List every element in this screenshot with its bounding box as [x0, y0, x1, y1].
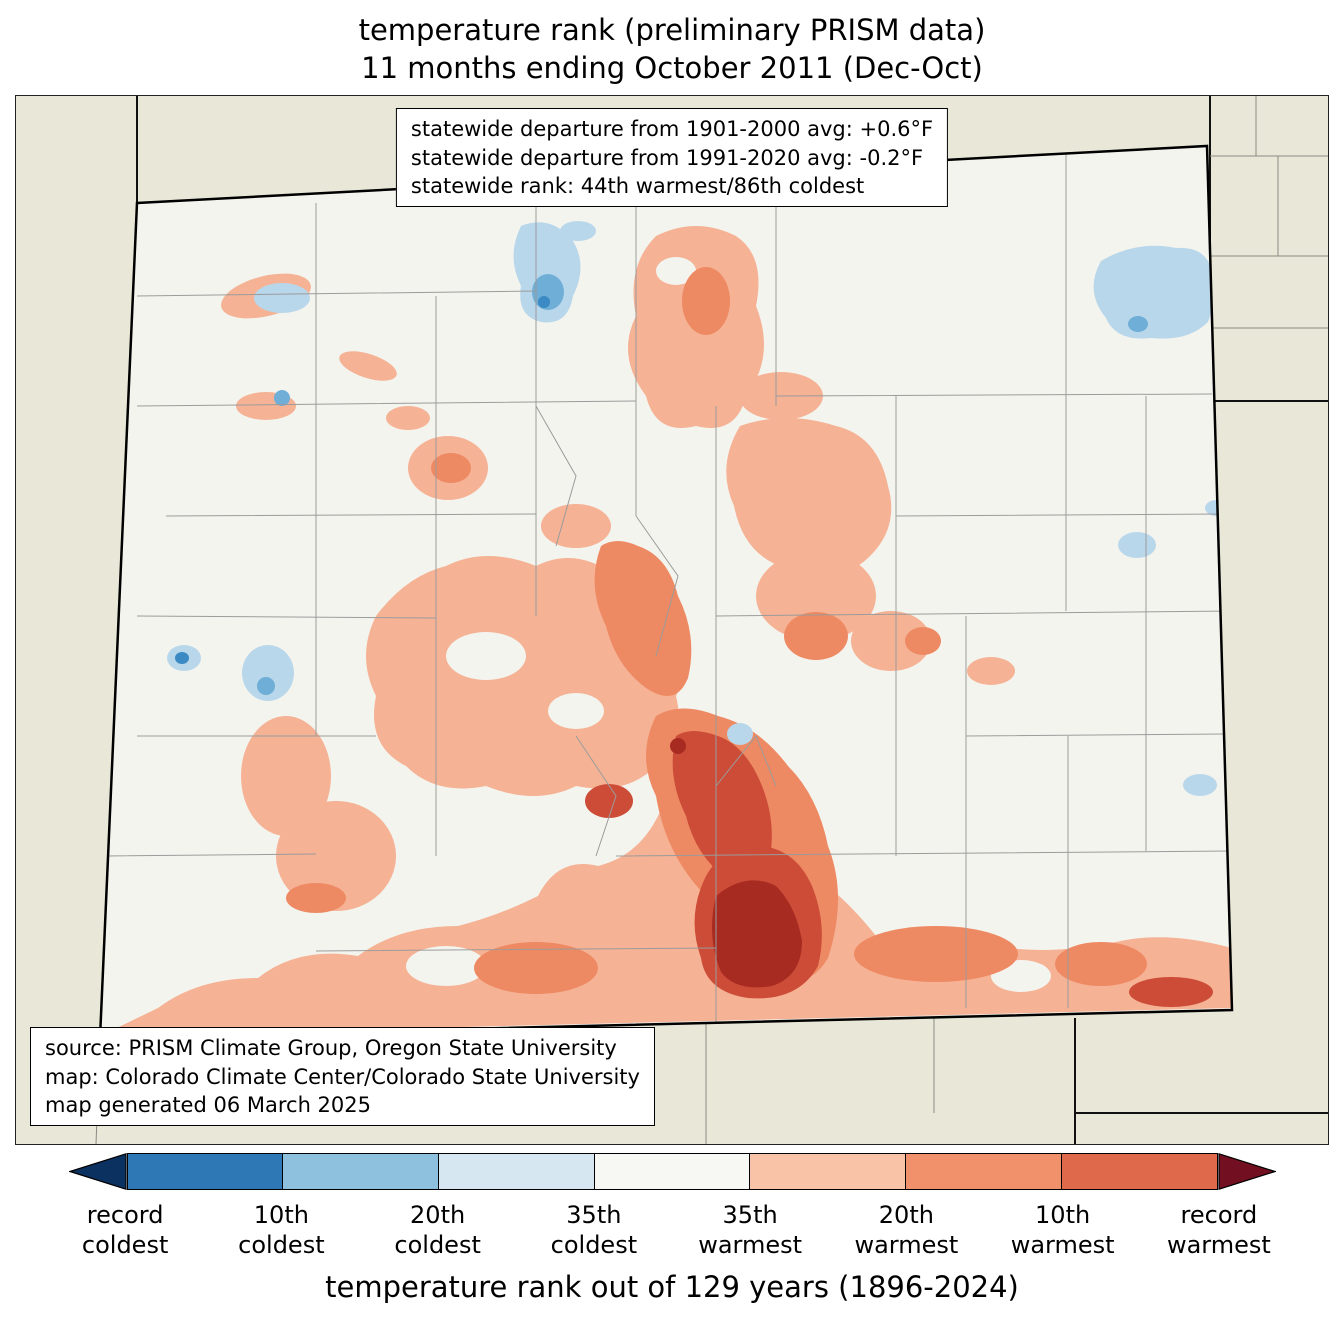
record-coldest-arrow-icon: [68, 1153, 127, 1191]
source-box: source: PRISM Climate Group, Oregon Stat…: [30, 1027, 655, 1127]
warm-anomaly-regions: [100, 226, 1232, 1037]
title-line-1: temperature rank (preliminary PRISM data…: [358, 13, 986, 47]
source-line-2: map: Colorado Climate Center/Colorado St…: [45, 1064, 640, 1089]
stats-box: statewide departure from 1901-2000 avg: …: [395, 108, 949, 208]
colorbar-segment-10th-coldest: [127, 1154, 284, 1190]
colorbar-segment-35th-warmest: [750, 1154, 907, 1190]
legend-label-10th-warmest: 10th warmest: [1010, 1201, 1115, 1260]
record-warmest-arrow-icon: [1217, 1153, 1276, 1191]
colorado-map-svg: [16, 96, 1328, 1145]
county-lines: [100, 148, 1231, 1037]
colorbar-segment-middle: [594, 1154, 751, 1190]
cool-anomaly-regions: [167, 221, 1227, 797]
legend-label-10th-coldest: 10th coldest: [238, 1201, 325, 1260]
colorbar-segment-10th-warmest: [1061, 1154, 1217, 1190]
colorbar: [68, 1153, 1276, 1191]
colorbar-segments: [126, 1153, 1218, 1191]
map-frame: statewide departure from 1901-2000 avg: …: [15, 95, 1329, 1146]
stats-line-3: statewide rank: 44th warmest/86th coldes…: [410, 174, 865, 199]
legend-label-35th-coldest: 35th coldest: [550, 1201, 638, 1260]
stats-line-1: statewide departure from 1901-2000 avg: …: [410, 117, 934, 142]
legend-labels: record coldest 10th coldest 20th coldest…: [47, 1200, 1297, 1260]
source-line-3: map generated 06 March 2025: [45, 1093, 372, 1118]
legend-label-20th-warmest: 20th warmest: [854, 1201, 959, 1260]
legend-label-record-coldest: record coldest: [81, 1201, 169, 1260]
legend-label-20th-coldest: 20th coldest: [394, 1201, 481, 1260]
legend-caption: temperature rank out of 129 years (1896-…: [325, 1270, 1019, 1305]
legend-label-35th-warmest: 35th warmest: [698, 1201, 803, 1260]
source-line-1: source: PRISM Climate Group, Oregon Stat…: [45, 1036, 617, 1061]
title-line-2: 11 months ending October 2011 (Dec-Oct): [361, 50, 983, 85]
temperature-rank-legend: record coldest 10th coldest 20th coldest…: [0, 1153, 1344, 1304]
colorbar-segment-35th-coldest: [438, 1154, 595, 1190]
colorbar-segment-20th-coldest: [283, 1154, 439, 1190]
stats-line-2: statewide departure from 1991-2020 avg: …: [410, 145, 924, 170]
map-title: temperature rank (preliminary PRISM data…: [0, 0, 1344, 87]
legend-label-record-warmest: record warmest: [1166, 1201, 1271, 1260]
colorbar-segment-20th-warmest: [906, 1154, 1062, 1190]
